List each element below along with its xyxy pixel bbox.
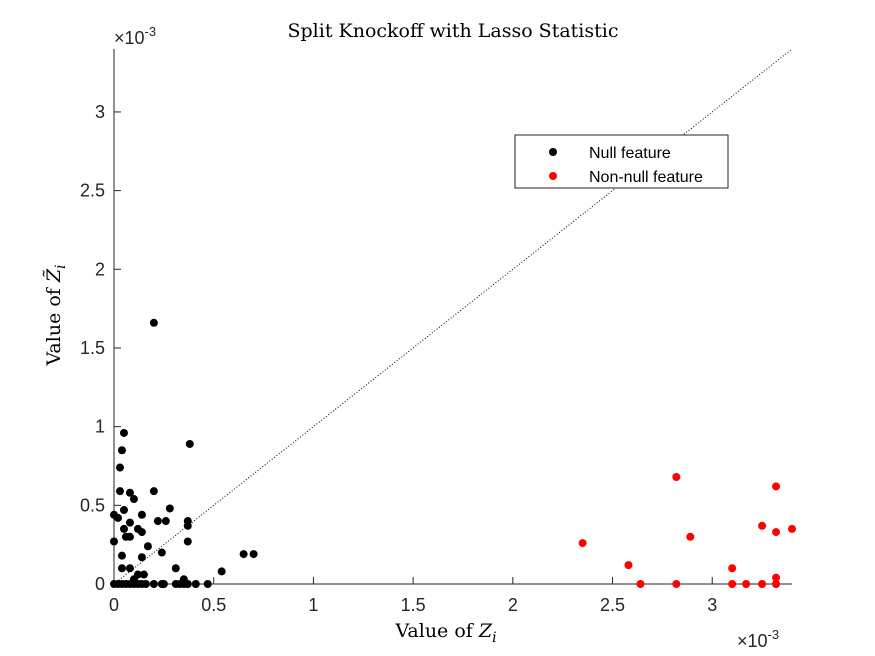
y-tick-label: 2 [95,259,105,279]
legend-label-nonnull: Non-null feature [589,169,703,186]
data-point-nonnull [758,580,767,588]
y-tick-label: 3 [95,102,105,122]
data-point-null [159,580,168,588]
data-point-null [125,488,134,497]
data-point-null [143,542,152,551]
data-point-nonnull [672,473,681,481]
data-point-nonnull [772,482,781,491]
x-axis-exponent-base: ×10 [737,631,768,651]
ticks-layer: 0 0.5 1 1.5 2 2.5 3 0 0.5 1 1.5 2 2.5 3 [80,102,717,615]
y-tick-label: 1 [95,417,105,437]
data-point-null [191,580,200,588]
x-tick-label: 2.5 [600,595,625,615]
x-axis-label: Value of Zi [394,620,496,646]
data-point-null [137,528,146,537]
data-point-nonnull [672,580,681,588]
data-point-null [185,439,194,448]
x-tick-label: 1 [308,595,318,615]
y-tick-label: 0.5 [80,495,105,515]
x-tick-label: 3 [707,595,717,615]
data-point-null [171,564,180,573]
data-point-null [110,537,118,546]
data-point-null [121,532,130,541]
data-point-null [117,551,126,560]
y-tick-label: 2.5 [80,181,105,201]
data-point-null [119,428,128,437]
x-axis-exponent-power: -3 [768,627,780,642]
data-point-nonnull [624,561,633,570]
y-axis-label-var: Z̃ [43,268,65,283]
data-point-null [217,567,226,576]
data-point-null [249,550,258,559]
x-axis-label-var: Z [478,620,493,642]
x-tick-label: 2 [508,595,518,615]
data-point-null [125,518,134,527]
data-point-null [149,580,158,588]
legend: Null feature Non-null feature [514,134,729,189]
data-point-nonnull [758,521,767,530]
data-point-nonnull [636,580,645,588]
data-point-null [129,495,138,504]
y-axis-exponent-power: -3 [145,24,157,39]
points-layer [110,318,796,588]
data-point-nonnull [686,532,695,541]
legend-box [514,134,729,189]
data-point-nonnull [788,524,796,533]
data-point-null [119,506,128,515]
y-tick-label: 0 [95,574,105,594]
y-axis-exponent-base: ×10 [114,28,145,48]
data-point-null [183,521,192,530]
data-point-nonnull [728,564,737,573]
y-axis-exponent: ×10-3 [114,24,156,48]
x-axis-label-sub: i [492,630,496,646]
data-point-null [137,510,146,519]
data-point-null [113,513,122,522]
x-axis-exponent: ×10-3 [737,627,779,651]
data-point-nonnull [772,528,781,537]
data-point-nonnull [772,573,781,582]
data-point-null [183,580,192,588]
data-point-null [165,504,174,513]
data-point-null [139,570,148,579]
data-point-null [149,318,158,327]
y-axis-label-sub: i [53,264,69,268]
data-point-null [153,517,162,526]
legend-marker-nonnull [549,172,557,180]
data-point-null [115,487,124,496]
data-point-null [149,487,158,496]
data-point-nonnull [742,580,751,588]
data-point-null [117,564,126,573]
x-tick-label: 0.5 [201,595,226,615]
chart-title: Split Knockoff with Lasso Statistic [288,20,619,42]
data-point-null [125,564,134,573]
y-axis-label-prefix: Value of [43,282,65,366]
data-point-null [115,463,124,472]
y-axis-label: Value of Z̃i [43,264,69,366]
x-tick-label: 1.5 [401,595,426,615]
data-point-nonnull [772,580,781,588]
data-point-null [183,537,192,546]
data-point-nonnull [578,539,587,548]
data-point-null [137,553,146,562]
data-point-null [119,524,128,533]
data-point-null [239,550,248,559]
data-point-null [203,580,212,588]
legend-label-null: Null feature [589,145,671,162]
x-axis-label-prefix: Value of [394,620,478,642]
data-point-null [141,580,150,588]
data-point-null [117,446,126,455]
y-tick-label: 1.5 [80,338,105,358]
x-tick-label: 0 [109,595,119,615]
data-point-nonnull [728,580,737,588]
legend-marker-null [549,148,557,156]
data-point-null [161,517,170,526]
data-point-null [157,548,166,557]
